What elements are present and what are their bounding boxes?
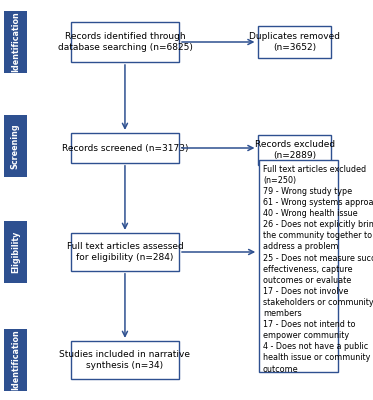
FancyBboxPatch shape xyxy=(259,160,338,372)
Text: Eligibility: Eligibility xyxy=(11,231,20,273)
FancyBboxPatch shape xyxy=(4,329,27,391)
FancyBboxPatch shape xyxy=(4,115,27,177)
FancyBboxPatch shape xyxy=(71,133,179,163)
FancyBboxPatch shape xyxy=(4,221,27,283)
Text: Studies included in narrative
synthesis (n=34): Studies included in narrative synthesis … xyxy=(59,350,191,370)
FancyBboxPatch shape xyxy=(258,26,331,58)
FancyBboxPatch shape xyxy=(4,11,27,73)
Text: Identification: Identification xyxy=(11,12,20,72)
Text: Records screened (n=3173): Records screened (n=3173) xyxy=(62,144,188,152)
Text: Identification: Identification xyxy=(11,330,20,390)
Text: Full text articles assessed
for eligibility (n=284): Full text articles assessed for eligibil… xyxy=(66,242,184,262)
Text: Full text articles excluded
(n=250)
79 - Wrong study type
61 - Wrong systems app: Full text articles excluded (n=250) 79 -… xyxy=(263,165,373,374)
FancyBboxPatch shape xyxy=(71,341,179,379)
Text: Duplicates removed
(n=3652): Duplicates removed (n=3652) xyxy=(249,32,340,52)
Text: Screening: Screening xyxy=(11,123,20,169)
Text: Records excluded
(n=2889): Records excluded (n=2889) xyxy=(255,140,335,160)
FancyBboxPatch shape xyxy=(258,135,331,165)
FancyBboxPatch shape xyxy=(71,233,179,271)
FancyBboxPatch shape xyxy=(71,22,179,62)
Text: Records identified through
database searching (n=6825): Records identified through database sear… xyxy=(57,32,192,52)
